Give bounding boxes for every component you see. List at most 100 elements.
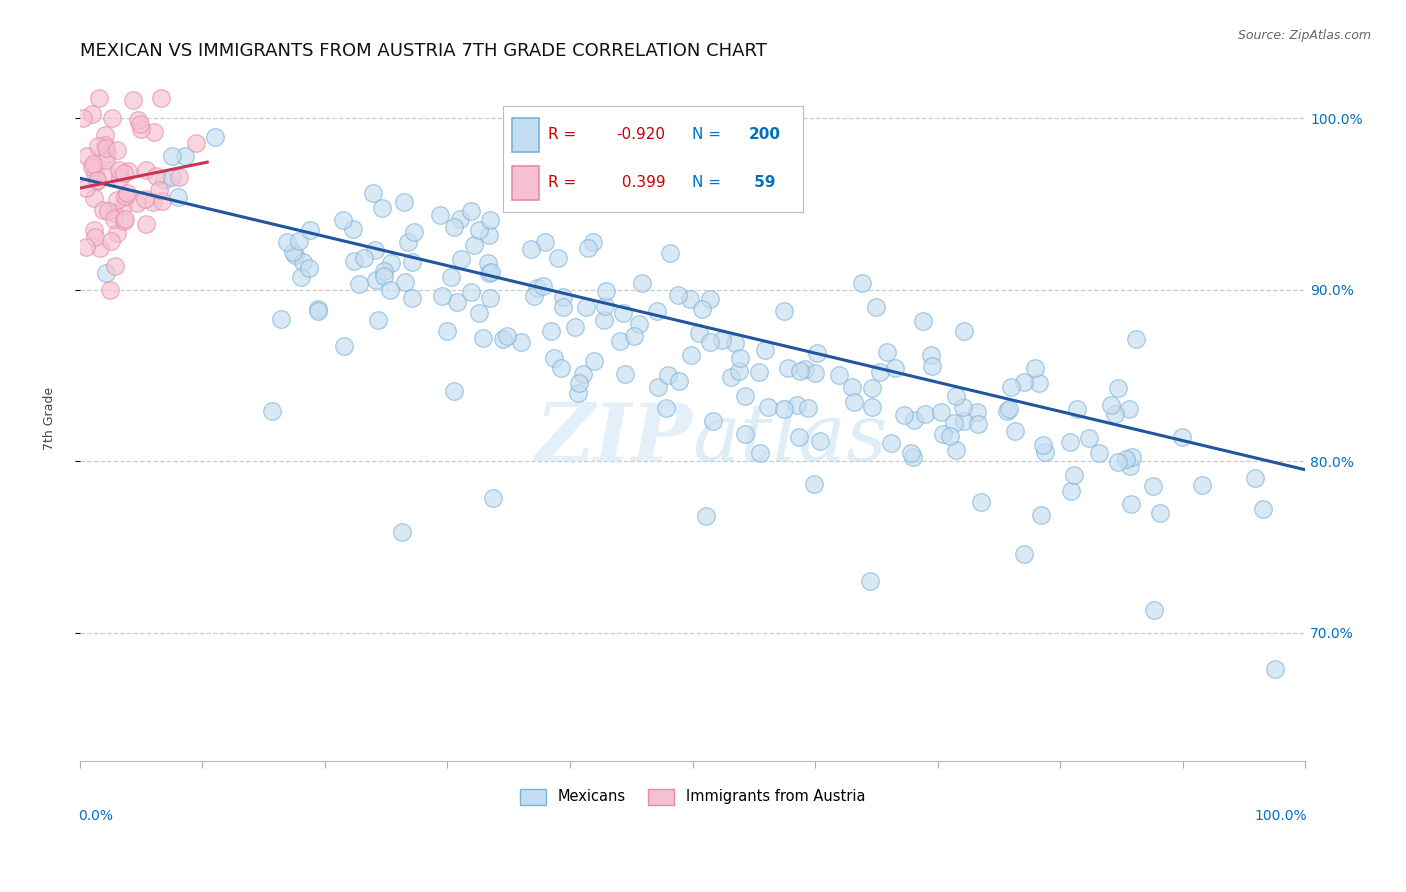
Point [869, 365, 891, 379]
Point [107, 144, 129, 158]
Point [1012, 375, 1035, 389]
Point [478, 291, 501, 305]
Point [283, 244, 305, 259]
Point [371, 201, 394, 215]
Point [117, 164, 139, 178]
Point [912, 313, 935, 327]
Point [394, 195, 416, 210]
Point [808, 434, 831, 449]
Point [430, 289, 453, 303]
Point [380, 283, 402, 297]
Point [1029, 508, 1052, 522]
Point [299, 223, 322, 237]
Point [609, 334, 631, 348]
Point [593, 299, 616, 313]
Point [94, 141, 117, 155]
Point [184, 136, 207, 151]
Point [91, 202, 114, 217]
Point [363, 186, 385, 200]
Point [96, 146, 118, 161]
Point [100, 283, 122, 297]
Point [478, 266, 501, 280]
Point [702, 414, 724, 428]
Point [688, 326, 710, 340]
Point [1142, 479, 1164, 493]
Point [86, 173, 108, 187]
Point [129, 117, 152, 131]
Point [828, 368, 851, 382]
Point [492, 332, 515, 346]
Point [952, 400, 974, 414]
Point [1107, 455, 1129, 469]
Point [553, 290, 575, 304]
Point [575, 300, 598, 314]
Point [920, 348, 942, 362]
Point [111, 198, 134, 212]
Point [1088, 446, 1111, 460]
Point [87, 90, 110, 104]
Point [394, 275, 416, 289]
Point [298, 261, 321, 276]
Point [1107, 381, 1129, 395]
Point [623, 328, 645, 343]
Point [162, 149, 184, 163]
Point [1119, 459, 1142, 474]
Point [970, 494, 993, 508]
Point [204, 129, 226, 144]
Text: 0.0%: 0.0% [79, 809, 114, 823]
Point [1170, 430, 1192, 444]
Point [901, 450, 924, 465]
Point [307, 304, 329, 318]
Point [270, 311, 292, 326]
Point [112, 165, 135, 179]
Point [131, 122, 153, 136]
Point [100, 235, 122, 249]
Point [104, 259, 127, 273]
Point [748, 445, 770, 459]
Point [429, 208, 451, 222]
Point [668, 374, 690, 388]
Point [567, 386, 589, 401]
Point [699, 292, 721, 306]
Point [921, 359, 943, 373]
Point [404, 225, 426, 239]
Point [467, 306, 489, 320]
Point [481, 491, 503, 506]
Point [876, 344, 898, 359]
Point [1012, 547, 1035, 561]
Point [547, 252, 569, 266]
Point [449, 212, 471, 227]
Point [942, 416, 965, 430]
Point [966, 405, 988, 419]
Point [291, 255, 314, 269]
Point [343, 254, 366, 268]
Point [1264, 662, 1286, 676]
Text: atlas: atlas [693, 401, 889, 477]
Point [1004, 424, 1026, 438]
Point [786, 398, 808, 412]
Point [797, 401, 820, 415]
Point [284, 248, 307, 262]
Point [883, 361, 905, 376]
Point [367, 312, 389, 326]
Point [496, 329, 519, 343]
Point [380, 256, 402, 270]
Point [647, 380, 669, 394]
Point [509, 335, 531, 350]
Point [966, 417, 988, 432]
Point [578, 241, 600, 255]
Point [793, 362, 815, 376]
Point [342, 222, 364, 236]
Point [127, 113, 149, 128]
Point [401, 255, 423, 269]
Point [939, 428, 962, 442]
Text: Source: ZipAtlas.com: Source: ZipAtlas.com [1237, 29, 1371, 42]
Point [681, 348, 703, 362]
Point [333, 339, 356, 353]
Text: 100.0%: 100.0% [1254, 809, 1306, 823]
Point [153, 172, 176, 186]
Point [103, 212, 125, 227]
Point [115, 186, 138, 201]
Point [107, 193, 129, 207]
Point [724, 335, 747, 350]
